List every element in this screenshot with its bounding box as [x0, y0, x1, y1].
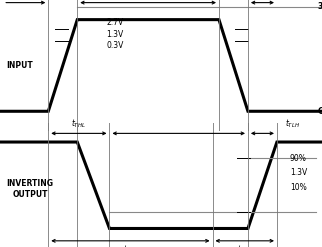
- Text: 3V: 3V: [317, 2, 322, 11]
- Text: $t_{PHL}$: $t_{PHL}$: [123, 244, 138, 247]
- Text: GND: GND: [317, 107, 322, 116]
- Text: INPUT: INPUT: [6, 61, 33, 70]
- Text: 1.3V: 1.3V: [106, 30, 124, 39]
- Text: $t_f$ = 6ns: $t_f$ = 6ns: [284, 0, 315, 1]
- Text: $t_{THL}$: $t_{THL}$: [71, 118, 86, 130]
- Text: 10%: 10%: [290, 183, 307, 192]
- Text: 1.3V: 1.3V: [290, 168, 307, 177]
- Text: 2.7V: 2.7V: [106, 18, 124, 27]
- Text: $t_{PLH}$: $t_{PLH}$: [237, 244, 252, 247]
- Text: 90%: 90%: [290, 154, 307, 163]
- Text: $t_r$ = 6ns: $t_r$ = 6ns: [0, 0, 32, 1]
- Text: $t_{TLH}$: $t_{TLH}$: [286, 118, 300, 130]
- Text: INVERTING
OUTPUT: INVERTING OUTPUT: [6, 179, 53, 199]
- Text: 0.3V: 0.3V: [106, 41, 124, 50]
